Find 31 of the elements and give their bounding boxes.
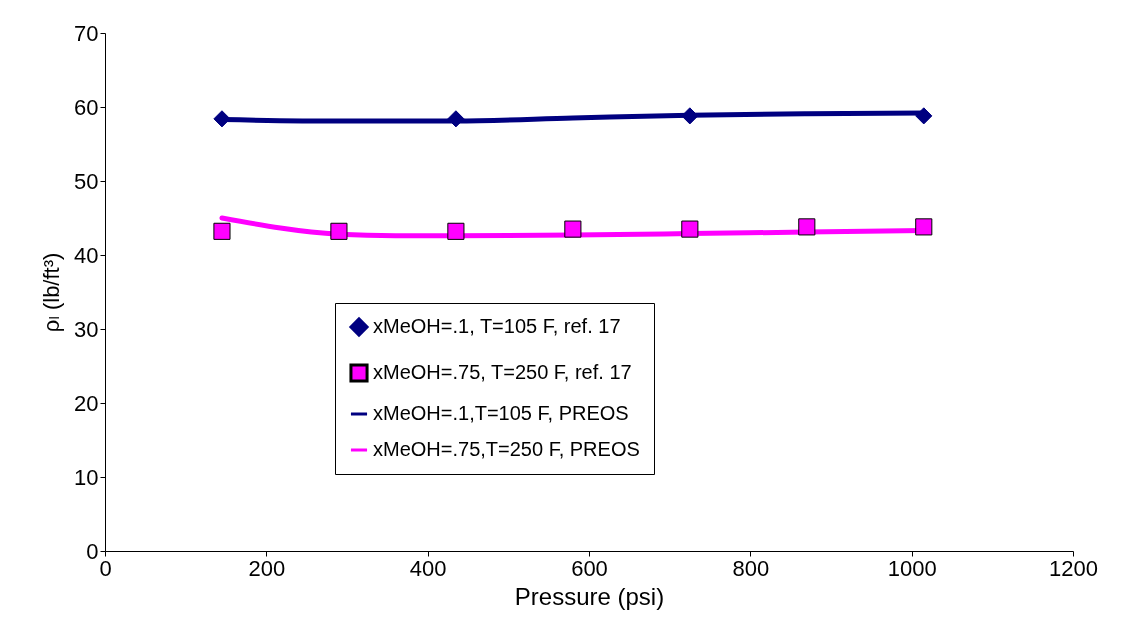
y-tick-label: 20: [74, 390, 99, 416]
x-axis-title: Pressure (psi): [514, 582, 665, 610]
x-tick-label: 1000: [887, 555, 937, 581]
point: [681, 107, 699, 125]
point: [213, 222, 231, 240]
x-tick-label: 1200: [1049, 555, 1098, 581]
x-tick-label: 600: [571, 555, 608, 581]
x-tick-label: 200: [248, 555, 286, 581]
y-axis-title: ρₗ (lb/ft³): [39, 252, 65, 333]
y-tick-label: 40: [74, 242, 99, 268]
legend-label: xMeOH=.75, T=250 F, ref. 17: [373, 361, 632, 383]
y-tick-label: 10: [74, 464, 99, 490]
point: [915, 107, 933, 125]
x-tick-label: 400: [409, 555, 447, 581]
legend-label: xMeOH=.75,T=250 F, PREOS: [373, 438, 640, 460]
legend-label: xMeOH=.1, T=105 F, ref. 17: [373, 315, 621, 337]
y-tick-label: 70: [74, 20, 99, 46]
point: [681, 220, 699, 238]
point: [213, 110, 231, 128]
point: [447, 110, 465, 128]
point: [447, 222, 465, 240]
y-tick-label: 0: [86, 538, 99, 564]
point: [798, 218, 816, 236]
point: [915, 218, 933, 236]
point: [564, 220, 582, 238]
y-tick-label: 60: [74, 94, 99, 120]
x-tick-label: 800: [732, 555, 770, 581]
legend-label: xMeOH=.1,T=105 F, PREOS: [373, 402, 629, 424]
y-tick-label: 50: [74, 168, 99, 194]
point: [330, 222, 348, 240]
y-tick-label: 30: [74, 316, 99, 342]
